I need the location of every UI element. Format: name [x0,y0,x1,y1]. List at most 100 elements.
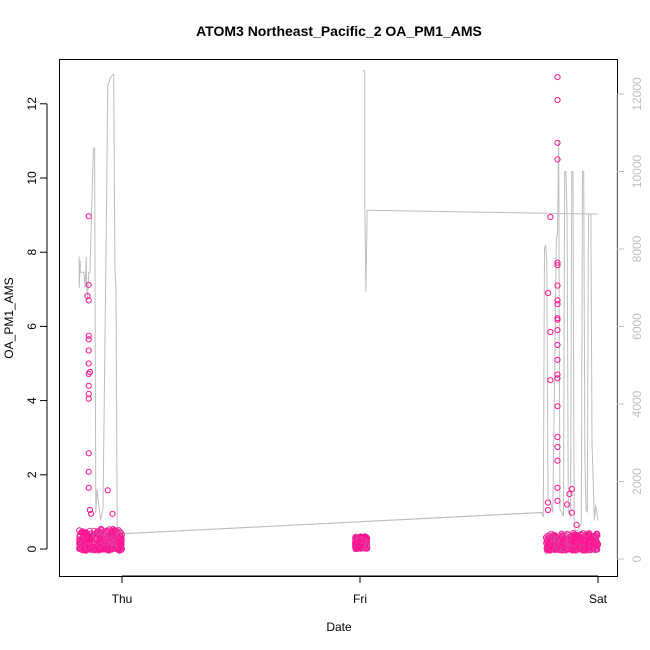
data-point [85,281,92,288]
data-point [580,547,587,554]
data-point [78,529,85,536]
data-point [550,535,557,542]
data-point [554,74,561,81]
data-point [352,544,359,551]
x-axis: Thu Fri Sat [112,575,608,606]
x-tick-label: Sat [589,592,608,606]
data-point [554,356,561,363]
y-right-tick-label: 12000 [630,77,644,111]
altitude-line-segment [362,70,599,292]
data-point [566,491,573,498]
data-point [554,457,561,464]
data-point [86,541,93,548]
data-point [554,443,561,451]
data-point [85,450,92,457]
data-point [554,327,561,334]
data-point [554,316,561,323]
data-point [85,360,92,367]
data-point [91,531,99,538]
data-points [76,74,602,554]
data-point [85,545,92,552]
data-point [547,213,554,221]
y-tick-label: 2 [25,471,39,478]
y-right-tick-label: 2000 [630,468,644,495]
data-point [554,262,561,269]
data-point [114,546,122,553]
data-point [571,531,578,538]
data-point [544,545,552,552]
data-point [567,544,574,551]
data-point [554,371,561,378]
plot-frame [59,59,618,577]
data-point [583,543,590,550]
y-right-tick-label: 6000 [630,313,644,340]
data-point [590,545,598,552]
data-point [544,289,552,297]
data-point [85,213,92,220]
y-right-tick-label: 10000 [630,154,644,188]
data-point [554,259,561,266]
data-point [554,484,561,491]
data-point [92,532,99,539]
data-point [554,156,561,163]
data-point [547,328,554,336]
y-axis-right: 0 2000 4000 6000 8000 10000 12000 [616,77,644,562]
data-point [85,382,92,389]
data-point [577,535,584,543]
y-tick-label: 10 [25,171,39,185]
data-point [554,433,561,441]
data-point [85,468,92,475]
data-point [558,530,565,537]
y-tick-label: 4 [25,397,39,404]
data-point [576,546,584,553]
data-point [85,395,92,402]
data-point [573,541,580,548]
data-point [564,530,571,537]
data-point [85,484,92,491]
y-axis-left: 0 2 4 6 8 10 12 [25,97,48,552]
data-point [109,510,116,517]
data-point [544,499,552,506]
data-point [544,506,552,514]
data-point [84,292,91,300]
data-point [85,370,92,377]
data-point [565,534,572,541]
y-tick-label: 12 [25,97,39,111]
y-tick-label: 0 [25,545,39,552]
data-point [96,542,103,550]
data-point [85,336,92,343]
data-point [77,536,84,543]
data-point [554,375,561,382]
y-tick-label: 6 [25,323,39,330]
altitude-line-segment [121,512,544,535]
y-right-tick-label: 0 [630,555,644,562]
y-axis-label: OA_PM1_AMS [2,277,16,358]
data-point [554,139,561,146]
y-right-tick-label: 4000 [630,390,644,417]
altitude-line [78,70,599,535]
data-point [103,545,111,553]
data-point [115,539,122,546]
data-point [594,540,602,547]
y-right-tick-label: 8000 [630,235,644,262]
data-point [116,545,123,552]
data-point [85,332,92,339]
data-point [357,540,364,547]
data-point [573,521,580,529]
data-point [96,527,103,535]
data-point [583,531,590,538]
data-point [96,546,104,553]
data-point [104,540,111,547]
data-point [88,510,95,517]
data-point [553,541,560,548]
data-point [109,528,116,535]
data-point [116,535,123,542]
data-point [554,297,561,304]
y-tick-label: 8 [25,249,39,256]
data-point [86,506,94,514]
x-tick-label: Thu [112,592,133,606]
data-point [554,497,561,504]
data-point [85,297,92,304]
data-point [554,341,561,348]
